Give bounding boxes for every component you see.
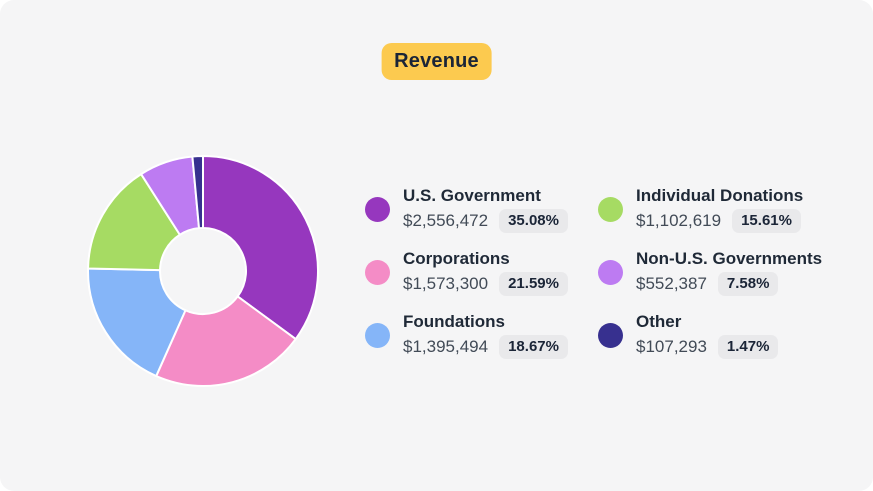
legend-swatch	[598, 196, 623, 222]
legend-values: $1,573,300 21.59%	[403, 271, 568, 296]
legend-text: Other $107,293 1.47%	[636, 311, 779, 359]
legend-amount: $1,395,494	[403, 336, 489, 356]
legend-item-corporations: Corporations $1,573,300 21.59%	[365, 249, 569, 296]
legend-text: Foundations $1,395,494 18.67%	[403, 312, 568, 359]
legend-swatch	[598, 259, 623, 285]
legend-amount: $1,102,619	[636, 210, 722, 230]
legend-label: Foundations	[403, 311, 505, 331]
legend-item-other: Other $107,293 1.47%	[598, 311, 822, 359]
chart-legend: U.S. Government $2,556,472 35.08% Corpor…	[365, 186, 822, 359]
revenue-donut-chart	[87, 155, 319, 387]
legend-item-foundations: Foundations $1,395,494 18.67%	[365, 312, 569, 359]
legend-values: $1,395,494 18.67%	[403, 334, 568, 359]
legend-amount: $2,556,472	[403, 210, 489, 230]
legend-swatch	[365, 322, 390, 348]
legend-label: Individual Donations	[636, 185, 804, 205]
legend-text: Non-U.S. Governments $552,387 7.58%	[636, 249, 822, 296]
legend-item-non-us-governments: Non-U.S. Governments $552,387 7.58%	[598, 249, 822, 296]
legend-percent-badge: 15.61%	[732, 208, 801, 233]
legend-percent-badge: 1.47%	[717, 334, 779, 359]
legend-values: $107,293 1.47%	[636, 334, 779, 359]
revenue-title-badge: Revenue	[381, 43, 492, 80]
donut-slice-individual-donations	[87, 173, 181, 272]
legend-swatch	[598, 322, 623, 348]
legend-label: Other	[636, 311, 682, 331]
legend-label: Corporations	[403, 248, 510, 268]
legend-values: $552,387 7.58%	[636, 271, 822, 296]
legend-text: Corporations $1,573,300 21.59%	[403, 249, 568, 296]
legend-values: $1,102,619 15.61%	[636, 208, 803, 233]
legend-label: U.S. Government	[403, 185, 541, 205]
legend-amount: $1,573,300	[403, 273, 489, 293]
legend-swatch	[365, 259, 390, 285]
legend-amount: $107,293	[636, 336, 707, 356]
legend-swatch	[365, 196, 390, 222]
legend-values: $2,556,472 35.08%	[403, 208, 568, 233]
legend-amount: $552,387	[636, 273, 707, 293]
donut-slice-foundations	[87, 267, 187, 378]
legend-text: Individual Donations $1,102,619 15.61%	[636, 186, 803, 233]
legend-item-individual-donations: Individual Donations $1,102,619 15.61%	[598, 186, 822, 233]
legend-percent-badge: 35.08%	[499, 208, 568, 233]
legend-text: U.S. Government $2,556,472 35.08%	[403, 186, 568, 233]
legend-percent-badge: 21.59%	[499, 271, 568, 296]
legend-item-us-government: U.S. Government $2,556,472 35.08%	[365, 186, 569, 233]
donut-slice-u-s-government	[202, 155, 319, 341]
legend-percent-badge: 18.67%	[499, 334, 568, 359]
legend-percent-badge: 7.58%	[717, 271, 779, 296]
legend-label: Non-U.S. Governments	[636, 248, 823, 268]
donut-slice-corporations	[155, 295, 297, 387]
donut-slice-other	[191, 155, 204, 230]
